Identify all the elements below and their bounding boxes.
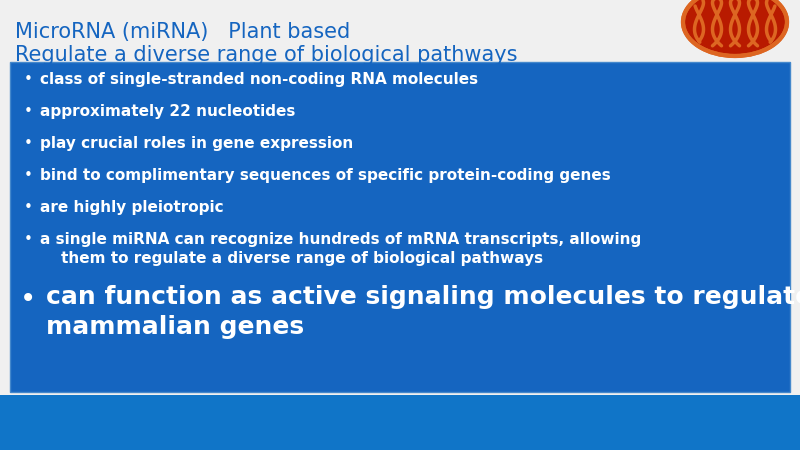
Ellipse shape [683, 0, 787, 56]
Text: •: • [20, 285, 36, 313]
Text: •: • [24, 200, 33, 215]
Text: can function as active signaling molecules to regulate
mammalian genes: can function as active signaling molecul… [46, 285, 800, 339]
Text: MicroRNA (miRNA)   Plant based: MicroRNA (miRNA) Plant based [15, 22, 350, 42]
Text: •: • [24, 232, 33, 247]
Text: a single miRNA can recognize hundreds of mRNA transcripts, allowing
    them to : a single miRNA can recognize hundreds of… [40, 232, 642, 266]
Text: bind to complimentary sequences of specific protein-coding genes: bind to complimentary sequences of speci… [40, 168, 610, 183]
Text: Regulate a diverse range of biological pathways: Regulate a diverse range of biological p… [15, 45, 518, 65]
Text: •: • [24, 136, 33, 151]
Text: •: • [24, 168, 33, 183]
FancyBboxPatch shape [0, 395, 800, 450]
Text: play crucial roles in gene expression: play crucial roles in gene expression [40, 136, 354, 151]
Text: •: • [24, 104, 33, 119]
Text: approximately 22 nucleotides: approximately 22 nucleotides [40, 104, 295, 119]
FancyBboxPatch shape [10, 62, 790, 392]
Text: are highly pleiotropic: are highly pleiotropic [40, 200, 224, 215]
Text: class of single-stranded non-coding RNA molecules: class of single-stranded non-coding RNA … [40, 72, 478, 87]
Text: •: • [24, 72, 33, 87]
